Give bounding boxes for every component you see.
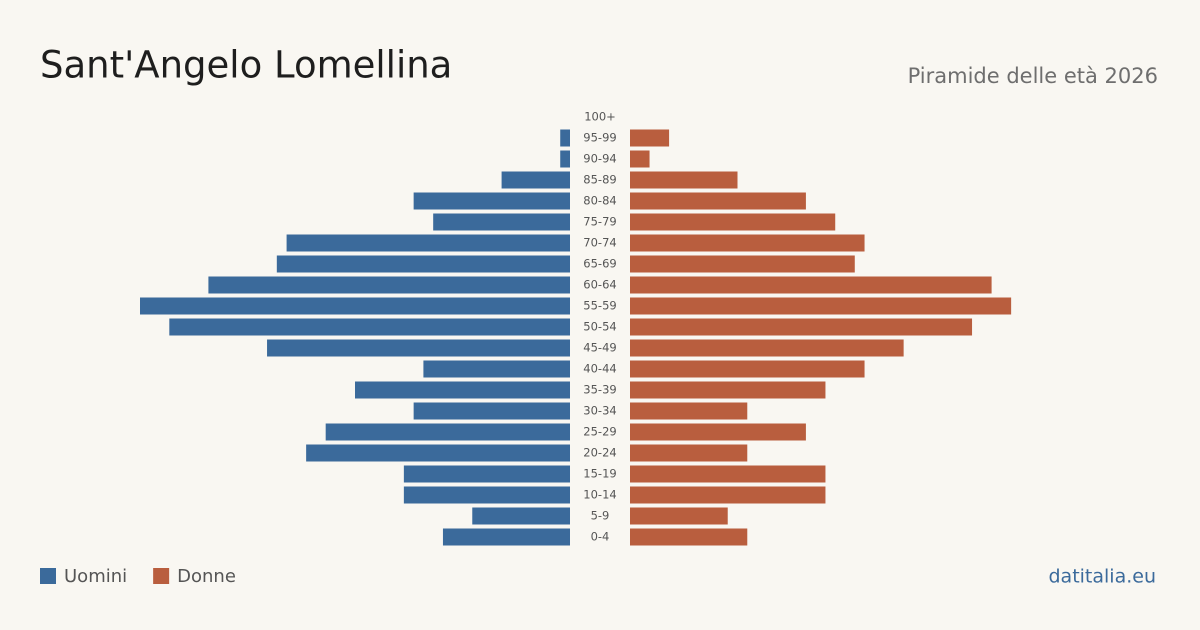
male-bar bbox=[403, 465, 570, 483]
female-bar bbox=[630, 423, 806, 441]
female-bar bbox=[630, 381, 826, 399]
age-label: 15-19 bbox=[583, 467, 616, 481]
age-label: 75-79 bbox=[583, 215, 616, 229]
age-label: 90-94 bbox=[583, 152, 616, 166]
age-label: 85-89 bbox=[583, 173, 616, 187]
legend-swatch bbox=[153, 568, 170, 584]
age-label: 100+ bbox=[584, 110, 616, 124]
female-bar bbox=[630, 297, 1012, 315]
female-bar bbox=[630, 465, 826, 483]
age-label: 45-49 bbox=[583, 341, 616, 355]
male-bar bbox=[413, 402, 570, 420]
male-bar bbox=[442, 528, 570, 546]
legend-swatch bbox=[40, 568, 56, 584]
age-label: 10-14 bbox=[583, 488, 616, 502]
age-label: 30-34 bbox=[583, 404, 616, 418]
male-bar bbox=[286, 234, 570, 252]
female-bar bbox=[630, 507, 728, 525]
male-bar bbox=[403, 486, 570, 504]
legend-label: Uomini bbox=[64, 566, 127, 587]
age-label: 40-44 bbox=[583, 362, 616, 376]
female-bar bbox=[630, 234, 865, 252]
male-bar bbox=[472, 507, 570, 525]
female-bar bbox=[630, 444, 748, 462]
male-bar bbox=[306, 444, 570, 462]
age-label: 70-74 bbox=[583, 236, 616, 250]
age-label: 20-24 bbox=[583, 446, 616, 460]
female-bar bbox=[630, 213, 836, 231]
male-bar bbox=[423, 360, 570, 378]
male-bar bbox=[560, 129, 570, 147]
chart-subtitle: Piramide delle età 2026 bbox=[908, 64, 1158, 88]
age-label: 65-69 bbox=[583, 257, 616, 271]
age-label: 0-4 bbox=[591, 530, 610, 544]
female-bar bbox=[630, 129, 670, 147]
age-label: 80-84 bbox=[583, 194, 616, 208]
source: datitalia.eu bbox=[1049, 566, 1157, 588]
chart-title: Sant'Angelo Lomellina bbox=[40, 44, 452, 87]
age-label: 95-99 bbox=[583, 131, 616, 145]
male-bar bbox=[267, 339, 570, 357]
male-bar bbox=[325, 423, 570, 441]
male-bar bbox=[501, 171, 570, 189]
male-bar bbox=[140, 297, 570, 315]
male-bar bbox=[169, 318, 570, 336]
age-label: 35-39 bbox=[583, 383, 616, 397]
age-label: 50-54 bbox=[583, 320, 616, 334]
female-bar bbox=[630, 402, 748, 420]
male-bar bbox=[560, 150, 570, 168]
female-bar bbox=[630, 528, 748, 546]
female-bar bbox=[630, 255, 855, 273]
female-bar bbox=[630, 486, 826, 504]
male-bar bbox=[276, 255, 570, 273]
female-bar bbox=[630, 360, 865, 378]
male-bar bbox=[355, 381, 570, 399]
age-label: 5-9 bbox=[591, 509, 610, 523]
male-bar bbox=[413, 192, 570, 210]
male-bar bbox=[433, 213, 570, 231]
female-bar bbox=[630, 318, 973, 336]
age-label: 60-64 bbox=[583, 278, 616, 292]
female-bar bbox=[630, 171, 738, 189]
female-bar bbox=[630, 339, 904, 357]
age-label: 25-29 bbox=[583, 425, 616, 439]
female-bar bbox=[630, 276, 992, 294]
legend-label: Donne bbox=[177, 566, 236, 587]
female-bar bbox=[630, 150, 650, 168]
age-label: 55-59 bbox=[583, 299, 616, 313]
female-bar bbox=[630, 192, 806, 210]
male-bar bbox=[208, 276, 570, 294]
